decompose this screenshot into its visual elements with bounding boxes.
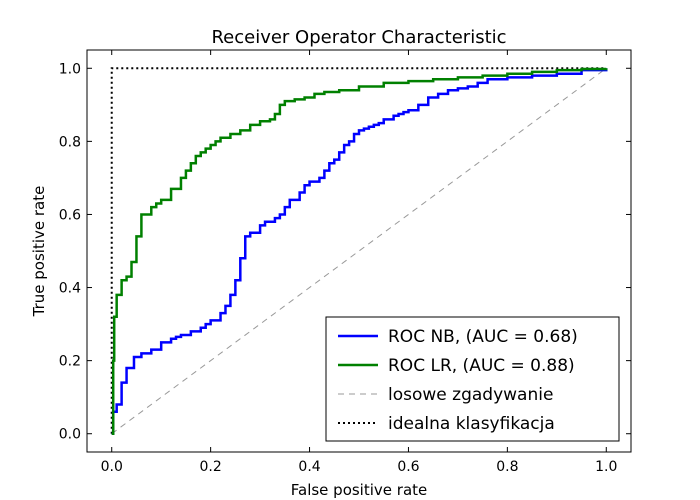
legend-label-roc-nb-auc-0-68: ROC NB, (AUC = 0.68) (388, 327, 578, 347)
x-axis-label: False positive rate (291, 481, 428, 499)
y-tick-label: 0.4 (59, 281, 81, 297)
y-tick-label: 0.0 (59, 427, 81, 443)
y-axis-label: True positive rate (30, 186, 48, 318)
legend-label-roc-lr-auc-0-88: ROC LR, (AUC = 0.88) (388, 356, 575, 376)
x-tick-label: 0.6 (397, 459, 419, 475)
y-tick-label: 0.8 (59, 134, 81, 150)
x-tick-label: 1.0 (595, 459, 617, 475)
legend-label-losowe-zgadywanie: losowe zgadywanie (388, 385, 553, 405)
series-line-idealna-klasyfikacja (110, 67, 607, 434)
x-tick-label: 0.0 (101, 459, 123, 475)
x-tick-label: 0.4 (298, 459, 320, 475)
series-line-losowe-zgadywanie (111, 67, 607, 435)
x-tick-label: 0.8 (496, 459, 518, 475)
chart-title: Receiver Operator Characteristic (211, 27, 506, 48)
y-tick-label: 1.0 (59, 61, 81, 77)
series-line-roc-nb-auc-0-68 (111, 68, 608, 435)
legend-box (325, 316, 620, 442)
legend-label-idealna-klasyfikacja: idealna klasyfikacja (388, 414, 555, 434)
x-axis-ticks: 0.0 0.2 0.4 0.6 0.8 1.0 (101, 50, 617, 475)
y-tick-label: 0.2 (59, 354, 81, 370)
series-layer (110, 67, 608, 435)
y-tick-label: 0.6 (59, 207, 81, 223)
y-axis-ticks: 0.0 0.2 0.4 0.6 0.8 1.0 (59, 61, 631, 443)
x-tick-label: 0.2 (200, 459, 222, 475)
legend: ROC NB, (AUC = 0.68) ROC LR, (AUC = 0.88)… (325, 316, 620, 442)
series-line-roc-lr-auc-0-88 (111, 67, 608, 435)
